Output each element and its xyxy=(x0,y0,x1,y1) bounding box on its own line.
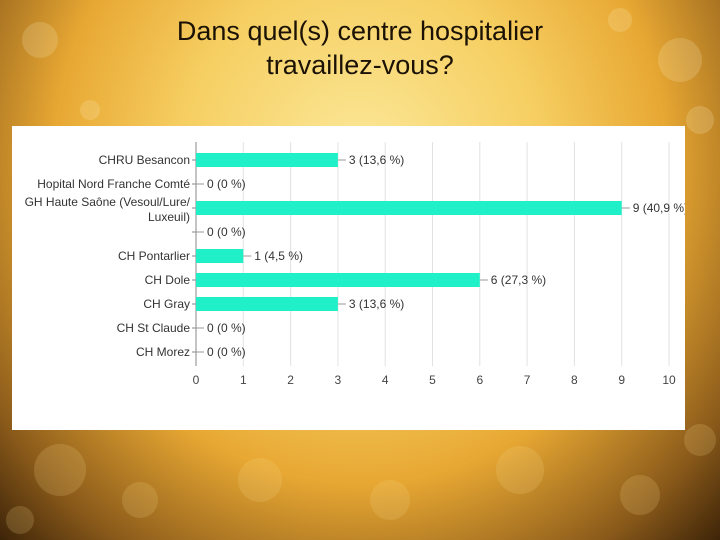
bar xyxy=(196,297,338,311)
category-label: Luxeuil) xyxy=(148,210,190,224)
x-tick-label: 3 xyxy=(335,373,342,387)
category-label: CH St Claude xyxy=(117,321,191,335)
bar xyxy=(196,249,244,263)
x-tick-label: 10 xyxy=(662,373,676,387)
bar xyxy=(196,201,622,215)
data-label: 3 (13,6 %) xyxy=(349,297,404,311)
category-label: GH Haute Saône (Vesoul/Lure/ xyxy=(25,195,191,209)
data-label: 0 (0 %) xyxy=(207,177,246,191)
x-tick-label: 9 xyxy=(618,373,625,387)
category-label: CHRU Besancon xyxy=(99,153,190,167)
bar xyxy=(196,273,480,287)
x-tick-label: 6 xyxy=(476,373,483,387)
bar xyxy=(196,153,338,167)
category-label: CH Pontarlier xyxy=(118,249,190,263)
category-label: Hopital Nord Franche Comté xyxy=(37,177,190,191)
category-label: CH Gray xyxy=(143,297,190,311)
data-label: 0 (0 %) xyxy=(207,321,246,335)
x-tick-label: 1 xyxy=(240,373,247,387)
data-label: 0 (0 %) xyxy=(207,345,246,359)
data-label: 1 (4,5 %) xyxy=(254,249,303,263)
data-label: 3 (13,6 %) xyxy=(349,153,404,167)
x-tick-label: 2 xyxy=(287,373,294,387)
bar-chart: 0 1 2 3 4 5 6 7 8 9 10 3 (13,6 %) CHRU Besancon 0 (0 … xyxy=(25,142,685,387)
x-tick-label: 7 xyxy=(524,373,531,387)
x-tick-label: 4 xyxy=(382,373,389,387)
chart-panel: 0 1 2 3 4 5 6 7 8 9 10 3 (13,6 %) CHRU Besancon 0 (0 … xyxy=(12,126,685,430)
x-tick-label: 5 xyxy=(429,373,436,387)
category-label: CH Morez xyxy=(136,345,190,359)
data-label: 6 (27,3 %) xyxy=(491,273,546,287)
data-label: 9 (40,9 %) xyxy=(633,201,685,215)
data-label: 0 (0 %) xyxy=(207,225,246,239)
x-tick-label: 8 xyxy=(571,373,578,387)
x-tick-label: 0 xyxy=(193,373,200,387)
slide-title: Dans quel(s) centre hospitalier travaill… xyxy=(176,16,544,80)
category-label: CH Dole xyxy=(145,273,191,287)
